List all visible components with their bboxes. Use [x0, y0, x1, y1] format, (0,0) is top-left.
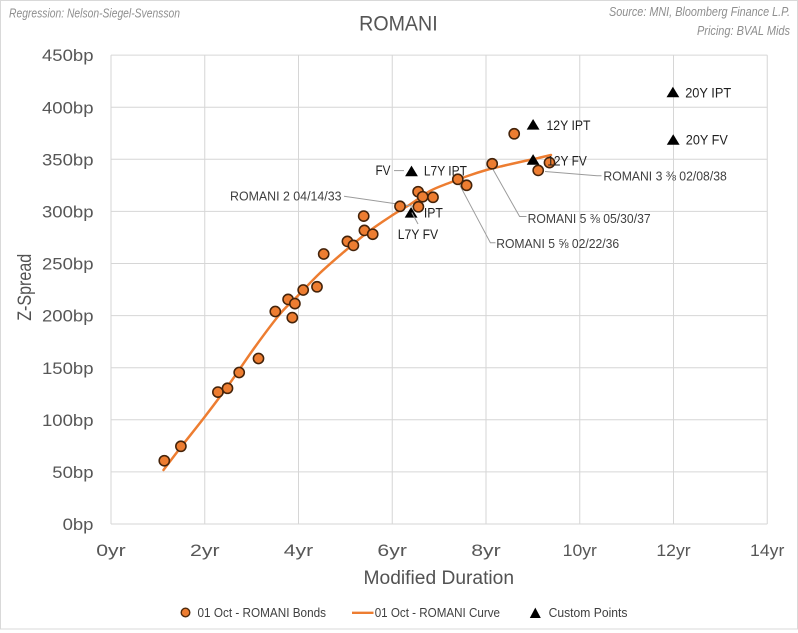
svg-text:0yr: 0yr [96, 541, 126, 560]
svg-text:FV: FV [376, 162, 392, 178]
svg-text:ROMANI 2 04/14/33: ROMANI 2 04/14/33 [230, 189, 342, 204]
svg-text:ROMANI: ROMANI [359, 12, 438, 36]
svg-text:ROMANI 5 ⅝ 02/22/36: ROMANI 5 ⅝ 02/22/36 [496, 236, 619, 251]
svg-text:8yr: 8yr [471, 541, 501, 560]
svg-text:2yr: 2yr [190, 541, 220, 560]
svg-text:01 Oct - ROMANI Curve: 01 Oct - ROMANI Curve [375, 605, 500, 620]
svg-text:0bp: 0bp [63, 515, 94, 534]
svg-text:L7Y IPT: L7Y IPT [424, 162, 467, 178]
svg-text:Z-Spread: Z-Spread [15, 254, 36, 321]
svg-text:450bp: 450bp [42, 46, 94, 65]
svg-text:01 Oct - ROMANI Bonds: 01 Oct - ROMANI Bonds [198, 605, 327, 620]
svg-text:Custom Points: Custom Points [549, 605, 628, 620]
svg-text:250bp: 250bp [42, 255, 94, 274]
svg-text:20Y IPT: 20Y IPT [685, 85, 731, 101]
svg-text:Source: MNI, Bloomberg Finance: Source: MNI, Bloomberg Finance L.P. [609, 5, 790, 19]
svg-text:100bp: 100bp [42, 411, 94, 430]
svg-text:ROMANI 3 ⅜ 02/08/38: ROMANI 3 ⅜ 02/08/38 [603, 169, 726, 184]
svg-text:50bp: 50bp [52, 463, 93, 482]
svg-text:12yr: 12yr [656, 541, 691, 560]
svg-text:10yr: 10yr [563, 541, 598, 560]
svg-text:ROMANI 5 ⅜ 05/30/37: ROMANI 5 ⅜ 05/30/37 [528, 211, 651, 226]
svg-text:400bp: 400bp [42, 98, 94, 117]
svg-text:14yr: 14yr [750, 541, 785, 560]
svg-text:6yr: 6yr [377, 541, 407, 560]
svg-text:300bp: 300bp [42, 203, 94, 222]
svg-text:Pricing: BVAL Mids: Pricing: BVAL Mids [697, 24, 790, 38]
svg-text:L7Y FV: L7Y FV [398, 226, 439, 242]
svg-text:Regression: Nelson-Siegel-Sven: Regression: Nelson-Siegel-Svensson [9, 7, 180, 21]
svg-text:Modified Duration: Modified Duration [364, 568, 515, 589]
svg-text:20Y FV: 20Y FV [686, 132, 729, 148]
svg-text:200bp: 200bp [42, 307, 94, 326]
svg-text:4yr: 4yr [284, 541, 314, 560]
svg-text:12Y IPT: 12Y IPT [547, 117, 591, 133]
svg-text:150bp: 150bp [42, 359, 94, 378]
svg-text:12Y FV: 12Y FV [547, 152, 587, 168]
svg-text:350bp: 350bp [42, 150, 94, 169]
svg-text:IPT: IPT [424, 204, 443, 220]
